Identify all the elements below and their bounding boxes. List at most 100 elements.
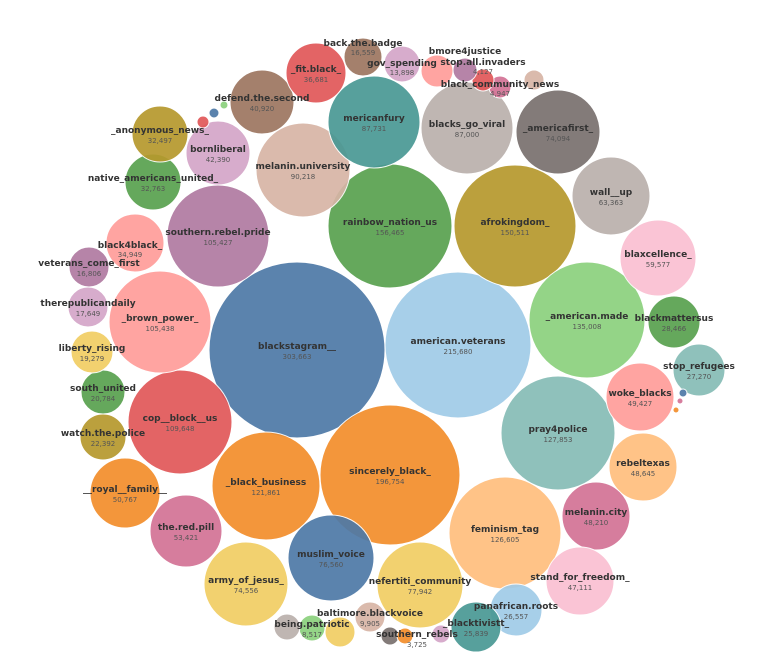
bubble[interactable]: [319, 404, 461, 546]
bubble[interactable]: [70, 330, 114, 374]
bubble-value: 48,645: [631, 470, 656, 478]
bubble-label: sincerely_black_: [349, 467, 431, 477]
bubble-label: southern.rebel.pride: [165, 228, 270, 238]
bubble-value: 48,210: [584, 519, 609, 527]
bubble-value: 90,218: [291, 173, 316, 181]
bubble-value: 109,648: [166, 425, 195, 433]
bubble-label: southern_rebels: [376, 630, 458, 640]
bubble-label: cop__block__us: [143, 414, 218, 424]
bubble[interactable]: [500, 375, 616, 491]
bubble[interactable]: [203, 541, 289, 627]
bubble[interactable]: [672, 406, 680, 414]
bubble-label: black_community_news: [441, 80, 559, 90]
bubble[interactable]: [196, 115, 210, 129]
bubble-value: 215,680: [444, 348, 473, 356]
bubble[interactable]: [571, 156, 651, 236]
bubble-value: 303,663: [283, 353, 312, 361]
bubble[interactable]: [523, 69, 545, 91]
bubble-label: liberty_rising: [59, 344, 126, 354]
bubble-label: nefertiti_community: [369, 577, 472, 587]
bubble[interactable]: [647, 295, 701, 349]
bubble-value: 150,511: [501, 229, 530, 237]
bubble[interactable]: [605, 362, 675, 432]
bubble-value: 13,898: [390, 69, 415, 77]
bubble-value: 22,392: [91, 440, 116, 448]
bubble-value: 36,681: [304, 76, 329, 84]
bubble-label: feminism_tag: [471, 525, 539, 535]
bubble[interactable]: [376, 541, 464, 629]
bubble-label: therepublicandaily: [40, 299, 135, 309]
bubble[interactable]: [396, 627, 414, 645]
bubble[interactable]: [420, 54, 454, 88]
bubble-label: native_americans_united_: [88, 174, 219, 184]
bubble[interactable]: [324, 616, 356, 648]
bubble[interactable]: [273, 613, 301, 641]
bubble-label: _anonymous_news_: [111, 126, 209, 136]
bubble[interactable]: [105, 213, 165, 273]
bubble[interactable]: [515, 89, 601, 175]
bubble[interactable]: [127, 369, 233, 475]
bubble[interactable]: [453, 164, 577, 288]
bubble-value: 16,806: [77, 270, 102, 278]
bubble-value: 156,465: [376, 229, 405, 237]
bubble[interactable]: [287, 514, 375, 602]
bubble-value: 32,763: [141, 185, 166, 193]
bubble[interactable]: [354, 601, 386, 633]
bubble[interactable]: [108, 270, 212, 374]
bubble-value: 76,560: [319, 561, 344, 569]
bubble[interactable]: [255, 122, 351, 218]
bubble[interactable]: [285, 42, 347, 104]
bubble[interactable]: [431, 624, 451, 644]
bubble-label: __royal__family__: [83, 485, 168, 495]
bubble[interactable]: [89, 457, 161, 529]
bubble-value: 127,853: [544, 436, 573, 444]
bubble[interactable]: [229, 69, 295, 135]
bubble[interactable]: [383, 45, 421, 83]
bubble[interactable]: [608, 432, 678, 502]
bubble-value: 4,127: [473, 68, 493, 76]
bubble[interactable]: [676, 397, 684, 405]
bubble-label: american.veterans: [411, 337, 506, 347]
bubble-value: 87,000: [455, 131, 480, 139]
bubble[interactable]: [343, 37, 383, 77]
bubble-value: 49,427: [628, 400, 653, 408]
bubble[interactable]: [211, 431, 321, 541]
bubble[interactable]: [68, 246, 110, 288]
bubble-value: 34,949: [118, 251, 143, 259]
bubble[interactable]: [561, 481, 631, 551]
bubble[interactable]: [219, 100, 229, 110]
bubble-value: 40,920: [250, 105, 275, 113]
bubble-label: blackstagram__: [258, 342, 336, 352]
bubble[interactable]: [450, 601, 502, 653]
bubble-value: 196,754: [376, 478, 405, 486]
bubble-label: woke_blacks: [608, 389, 671, 399]
bubble[interactable]: [545, 546, 615, 616]
bubble-label: blaxcellence_: [624, 250, 692, 260]
bubble-label: afrokingdom_: [480, 218, 550, 228]
bubble[interactable]: [678, 388, 688, 398]
bubble-value: 26,557: [504, 613, 529, 621]
bubble[interactable]: [131, 105, 189, 163]
bubble[interactable]: [528, 261, 646, 379]
bubble-value: 27,270: [687, 373, 712, 381]
bubble-label: panafrican.roots: [474, 602, 558, 612]
bubble-value: 105,438: [146, 325, 175, 333]
bubble-value: 28,466: [662, 325, 687, 333]
bubble[interactable]: [327, 75, 421, 169]
bubble-label: being.patriotic: [274, 620, 349, 630]
bubble-label: pray4police: [528, 425, 587, 435]
bubble-value: 9,905: [360, 620, 380, 628]
bubble-value: 47,111: [568, 584, 593, 592]
bubble[interactable]: [149, 494, 223, 568]
bubble-label: _blacktivistt_: [443, 619, 510, 629]
bubble[interactable]: [185, 120, 251, 186]
bubble-label: stand_for_freedom_: [530, 573, 630, 583]
bubble[interactable]: [672, 343, 726, 397]
bubble-label: veterans_come_first: [38, 259, 140, 269]
bubble[interactable]: [384, 271, 532, 419]
bubble-label: south_united: [70, 384, 136, 394]
bubble[interactable]: [208, 107, 220, 119]
bubble[interactable]: [619, 219, 697, 297]
bubble-label: melanin.city: [565, 508, 628, 518]
